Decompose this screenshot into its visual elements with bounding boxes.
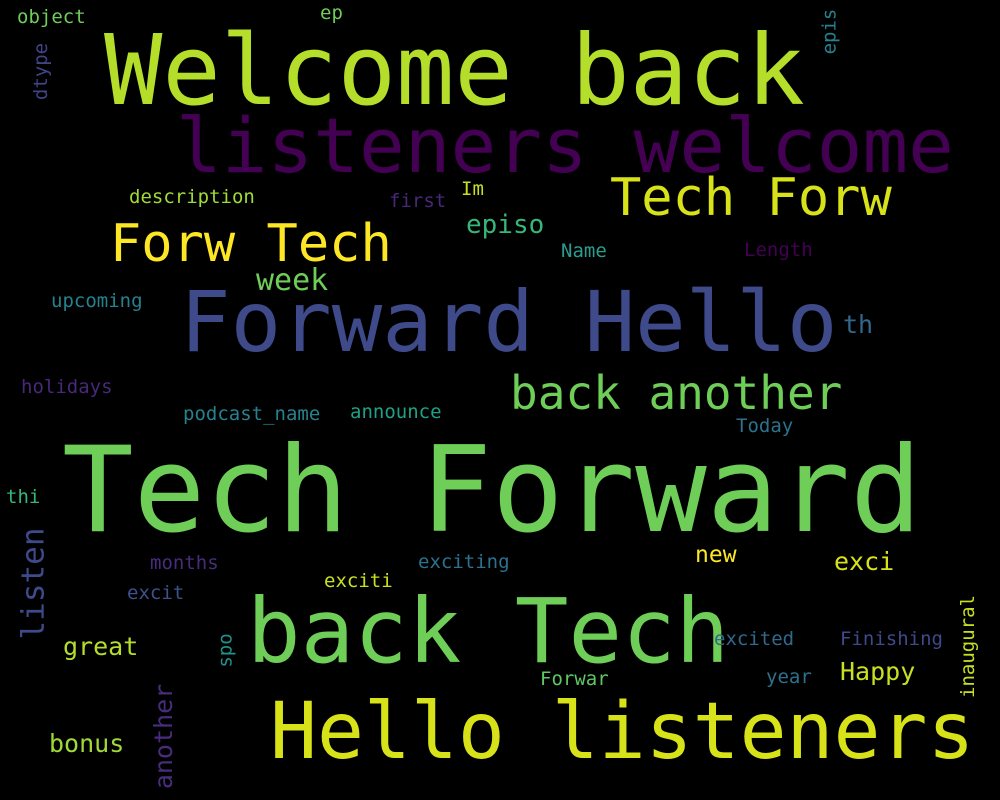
word-back-tech: back Tech (247, 579, 730, 683)
word-hello-listeners: Hello listeners (270, 687, 975, 777)
word-upcoming: upcoming (51, 290, 143, 312)
word-bonus: bonus (49, 729, 125, 758)
word-forw-tech: Forw Tech (110, 214, 392, 274)
word-excit: excit (127, 582, 185, 604)
word-week: week (256, 263, 329, 298)
word-forwar: Forwar (540, 668, 609, 690)
word-excited: excited (714, 628, 795, 650)
word-description: description (129, 186, 255, 208)
word-tech-forward: Tech Forward (62, 422, 922, 560)
word-podcast-name: podcast_name (183, 403, 321, 425)
word-exciting: exciting (418, 551, 510, 573)
word-th: th (843, 310, 874, 339)
word-finishing: Finishing (840, 628, 943, 650)
word-year: year (766, 666, 812, 688)
word-exci: exci (834, 547, 895, 576)
word-happy: Happy (840, 657, 916, 686)
word-announce: announce (350, 401, 442, 423)
word-listen: listen (15, 527, 52, 640)
word-listeners-welcome: listeners welcome (176, 101, 954, 190)
word-new: new (695, 542, 737, 568)
word-today: Today (736, 415, 794, 437)
word-exciti: exciti (324, 570, 393, 592)
word-first: first (389, 190, 447, 212)
word-dtype: dtype (30, 42, 53, 101)
word-months: months (150, 552, 219, 574)
word-name: Name (561, 240, 607, 262)
word-im: Im (461, 178, 484, 200)
word-forward-hello: Forward Hello (180, 273, 838, 371)
word-back-another: back another (510, 366, 843, 420)
word-welcome-back: Welcome back (104, 14, 805, 127)
word-epis: epis (818, 8, 841, 55)
word-tech-forw: Tech Forw (610, 168, 892, 228)
word-spo: spo (214, 633, 237, 668)
word-ep: ep (320, 2, 343, 24)
word-length: Length (744, 239, 813, 261)
word-holidays: holidays (21, 376, 113, 398)
word-another: another (149, 683, 179, 790)
word-object: object (17, 6, 86, 28)
word-great: great (63, 632, 139, 661)
word-inaugural: inaugural (956, 595, 979, 698)
word-episo: episo (466, 210, 545, 240)
word-thi: thi (6, 486, 41, 508)
